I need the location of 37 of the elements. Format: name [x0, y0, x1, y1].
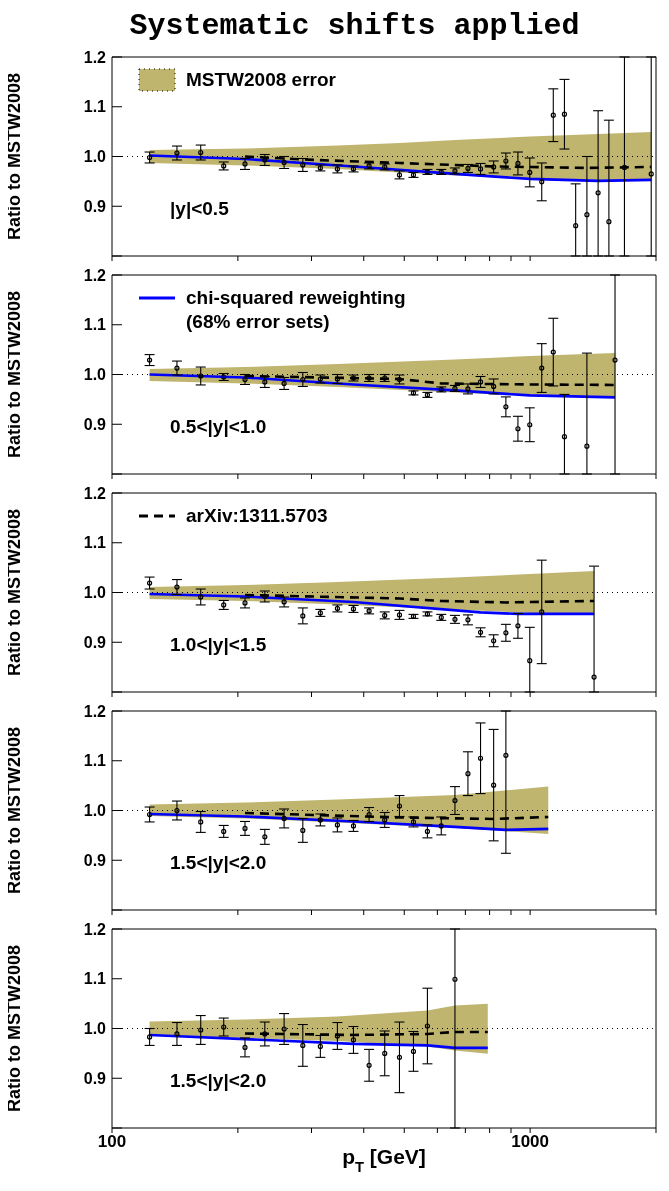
- y-tick-label: 1.1: [83, 970, 107, 988]
- y-tick-label: 1.0: [83, 802, 107, 820]
- y-tick-label: 1.1: [83, 534, 107, 552]
- y-tick-label: 1.1: [83, 316, 107, 334]
- x-tick-label: 1000: [511, 1132, 550, 1152]
- y-tick-label: 1.2: [83, 920, 107, 938]
- y-axis-title: Ratio to MSTW2008: [4, 508, 25, 677]
- y-tick-label: 1.2: [83, 48, 107, 66]
- legend-label: MSTW2008 error: [186, 68, 336, 92]
- chart-title: Systematic shifts applied: [128, 8, 581, 45]
- y-tick-label: 1.0: [83, 148, 107, 166]
- y-tick-label: 1.0: [83, 366, 107, 384]
- legend-label: chi-squared reweighting (68% error sets): [186, 286, 406, 334]
- y-tick-label: 0.9: [83, 633, 107, 651]
- y-tick-label: 1.1: [83, 98, 107, 116]
- legend-label: arXiv:1311.5703: [186, 504, 328, 528]
- y-axis-title: Ratio to MSTW2008: [4, 290, 25, 459]
- y-tick-label: 1.0: [83, 1020, 107, 1038]
- y-tick-label: 0.9: [83, 1069, 107, 1087]
- annotation: 1.0<|y|<1.5: [170, 634, 267, 656]
- y-tick-label: 0.9: [83, 415, 107, 433]
- y-axis-title: Ratio to MSTW2008: [4, 726, 25, 895]
- y-tick-label: 1.0: [83, 584, 107, 602]
- y-axis-title: Ratio to MSTW2008: [4, 72, 25, 241]
- y-tick-label: 1.2: [83, 702, 107, 720]
- annotation: |y|<0.5: [170, 198, 229, 220]
- y-axis-title: Ratio to MSTW2008: [4, 944, 25, 1113]
- x-axis-title: p$_{T}$ [GeV]: [342, 1145, 426, 1175]
- y-tick-label: 0.9: [83, 197, 107, 215]
- annotation: 1.5<|y|<2.0: [170, 1070, 267, 1092]
- annotation: 0.5<|y|<1.0: [170, 416, 267, 438]
- y-tick-label: 1.2: [83, 266, 107, 284]
- x-tick-label: 100: [97, 1132, 127, 1152]
- y-tick-label: 1.2: [83, 484, 107, 502]
- annotation: 1.5<|y|<2.0: [170, 852, 267, 874]
- y-tick-label: 0.9: [83, 851, 107, 869]
- y-tick-label: 1.1: [83, 752, 107, 770]
